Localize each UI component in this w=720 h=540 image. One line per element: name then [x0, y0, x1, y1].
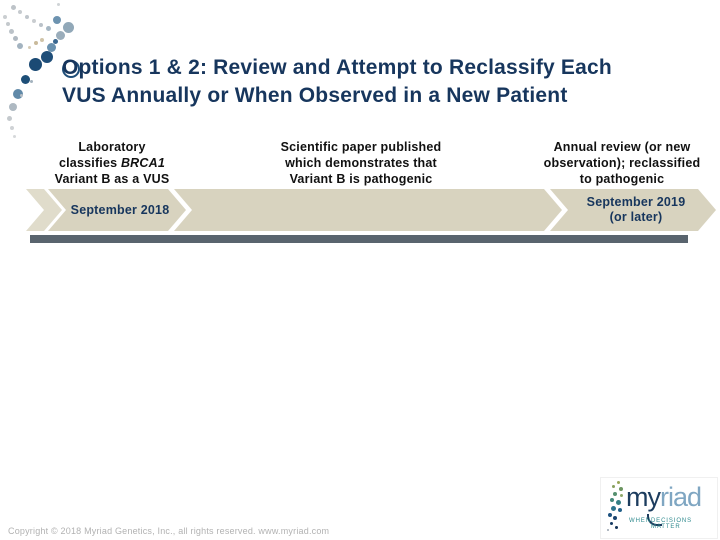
- dna-dot: [10, 126, 14, 130]
- dna-dot: [17, 43, 23, 49]
- step-laboratory-vus-text: Laboratory classifies BRCA1 Variant B as…: [28, 139, 196, 187]
- dna-dot: [13, 36, 18, 41]
- dna-dot: [13, 89, 23, 99]
- dna-dot: [9, 103, 17, 111]
- dna-dot: [28, 46, 31, 49]
- logo-dna-dot: [618, 508, 622, 512]
- dna-dot: [32, 19, 36, 23]
- dna-dot: [41, 51, 53, 63]
- logo-brand-light: riad: [660, 482, 702, 512]
- logo-dna-dot: [613, 492, 617, 496]
- logo-wordmark: myriad: [626, 482, 702, 512]
- timeline-end-label-line2: (or later): [609, 210, 663, 224]
- step2-line3: Variant B is pathogenic: [289, 172, 433, 186]
- dna-dot: [40, 38, 44, 42]
- dna-dot: [9, 29, 14, 34]
- dna-dot: [29, 58, 42, 71]
- logo-dna-dot: [620, 494, 623, 497]
- dna-dot: [7, 116, 12, 121]
- dna-dot: [57, 3, 60, 6]
- logo-dna-strand-icon: [601, 478, 629, 538]
- logo-dna-dot: [608, 513, 612, 517]
- timeline-start-chevron: September 2018: [48, 189, 186, 231]
- logo-dna-dot: [613, 516, 617, 520]
- logo-dna-dot: [616, 500, 621, 505]
- copyright-text: Copyright © 2018 Myriad Genetics, Inc., …: [8, 526, 330, 536]
- logo-brand-dark: my: [626, 482, 661, 512]
- step-scientific-paper-text: Scientific paper published which demonst…: [263, 139, 459, 187]
- dna-dot: [53, 39, 58, 44]
- dna-dot: [39, 23, 43, 27]
- gene-name-brca1: BRCA1: [120, 156, 166, 170]
- step3-line2: observation); reclassified: [543, 156, 701, 170]
- timeline-start-label: September 2018: [70, 202, 170, 217]
- dna-dot: [25, 15, 29, 19]
- dna-dot: [46, 26, 51, 31]
- step3-line1: Annual review (or new: [553, 140, 691, 154]
- step2-line1: Scientific paper published: [280, 140, 442, 154]
- dna-dot: [11, 5, 16, 10]
- logo-dna-dot: [612, 485, 615, 488]
- step1-line3: Variant B as a VUS: [54, 172, 170, 186]
- dna-dot: [6, 22, 10, 26]
- dna-dot: [63, 22, 74, 33]
- dna-ring-dot: [62, 60, 80, 78]
- timeline-band: [174, 189, 562, 231]
- dna-dot: [3, 15, 7, 19]
- timeline-end-label-line1: September 2019: [586, 195, 686, 209]
- step2-line2: which demonstrates that: [285, 156, 437, 170]
- logo-y-swoosh-icon: [647, 514, 662, 526]
- title-line-2: VUS Annually or When Observed in a New P…: [62, 84, 568, 107]
- logo-dna-dot: [617, 481, 620, 484]
- myriad-logo: myriad WHEN DECISIONS MATTER: [600, 477, 718, 539]
- dna-dot: [34, 41, 38, 45]
- step1-line1: Laboratory: [78, 140, 146, 154]
- dna-dot: [18, 10, 22, 14]
- logo-dna-dot: [615, 526, 618, 529]
- step-annual-review-text: Annual review (or new observation); recl…: [526, 139, 718, 187]
- dna-dot: [21, 75, 30, 84]
- dna-dot: [30, 80, 33, 83]
- dna-dot: [47, 43, 56, 52]
- dna-dot: [13, 135, 16, 138]
- dna-dot: [20, 94, 23, 97]
- logo-dna-dot: [607, 529, 609, 531]
- logo-dna-dot: [619, 487, 623, 491]
- logo-dna-dot: [610, 498, 614, 502]
- logo-tagline-word1: WHEN: [629, 518, 651, 524]
- logo-tagline: WHEN DECISIONS MATTER: [629, 518, 715, 530]
- logo-dna-dot: [610, 522, 613, 525]
- timeline-end-chevron: September 2019 (or later): [550, 189, 716, 231]
- dna-dot: [53, 16, 61, 24]
- logo-tagline-word2: DECISIONS MATTER: [650, 518, 693, 530]
- dna-dot: [56, 31, 65, 40]
- timeline-divider-bar: [30, 235, 688, 243]
- step3-line3: to pathogenic: [579, 172, 665, 186]
- logo-dna-dot: [611, 506, 616, 511]
- slide-title: Options 1 & 2: Review and Attempt to Rec…: [62, 54, 692, 110]
- dna-strand-decoration-icon: [0, 0, 90, 145]
- step1-line2-pre: classifies: [58, 156, 121, 170]
- title-line-1: Options 1 & 2: Review and Attempt to Rec…: [62, 56, 612, 79]
